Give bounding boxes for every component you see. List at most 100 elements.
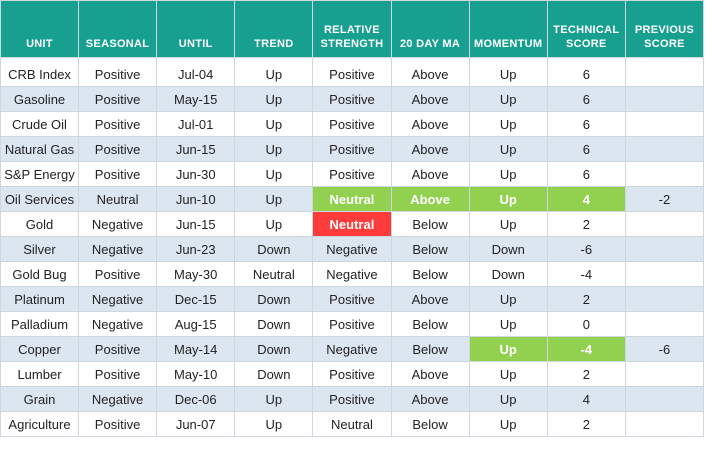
table-cell: Neutral: [312, 186, 392, 212]
table-cell: CRB Index: [0, 57, 79, 87]
table-cell: 4: [546, 386, 626, 412]
table-cell: Above: [390, 386, 470, 412]
table-cell: Up: [468, 57, 548, 87]
column-header: TREND: [234, 0, 314, 58]
table-cell: Negative: [312, 336, 392, 362]
table-cell: Aug-15: [156, 311, 236, 337]
table-cell: Up: [468, 411, 548, 437]
table-cell: Gold Bug: [0, 261, 79, 287]
table-cell: [624, 57, 705, 87]
table-cell: Positive: [312, 111, 392, 137]
table-cell: Up: [234, 186, 314, 212]
table-cell: Jul-01: [156, 111, 236, 137]
table-cell: S&P Energy: [0, 161, 79, 187]
table-cell: [624, 136, 705, 162]
table-cell: Up: [234, 136, 314, 162]
table-cell: Up: [234, 211, 314, 237]
table-cell: Up: [468, 136, 548, 162]
table-cell: Up: [468, 311, 548, 337]
table-cell: Up: [468, 286, 548, 312]
table-cell: Positive: [312, 311, 392, 337]
table-cell: [624, 111, 705, 137]
table-cell: Positive: [312, 86, 392, 112]
table-cell: Below: [390, 311, 470, 337]
table-cell: [624, 261, 705, 287]
table-cell: Up: [234, 386, 314, 412]
table-cell: -2: [624, 186, 705, 212]
table-cell: Negative: [77, 286, 158, 312]
table-cell: Neutral: [77, 186, 158, 212]
table-cell: Positive: [312, 161, 392, 187]
table-cell: Up: [234, 57, 314, 87]
table-cell: [624, 286, 705, 312]
header-row: UNIT SEASONAL UNTIL TREND RELATIVE STRENGTH 2…: [0, 0, 705, 58]
table-cell: Above: [390, 361, 470, 387]
table-cell: Positive: [77, 136, 158, 162]
table-row: Lumber Positive May-10 Down Positive Above Up 2: [0, 361, 705, 387]
table-cell: Above: [390, 111, 470, 137]
table-row: Platinum Negative Dec-15 Down Positive Above U…: [0, 286, 705, 312]
table-cell: -4: [546, 261, 626, 287]
column-header: UNIT: [0, 0, 79, 58]
table-cell: Down: [234, 236, 314, 262]
table-row: Crude Oil Positive Jul-01 Up Positive Above Up…: [0, 111, 705, 137]
column-header: SEASONAL: [77, 0, 158, 58]
table-cell: [624, 236, 705, 262]
table-cell: Positive: [77, 336, 158, 362]
table-row: Oil Services Neutral Jun-10 Up Neutral Above U…: [0, 186, 705, 212]
table-cell: -6: [624, 336, 705, 362]
table-cell: Above: [390, 286, 470, 312]
table-cell: Positive: [77, 57, 158, 87]
table-cell: 2: [546, 211, 626, 237]
table-cell: 0: [546, 311, 626, 337]
table-cell: Up: [468, 111, 548, 137]
column-header: TECHNICAL SCORE: [546, 0, 626, 58]
table-cell: Up: [468, 186, 548, 212]
table-cell: 6: [546, 111, 626, 137]
table-cell: [624, 411, 705, 437]
table-cell: Jun-15: [156, 211, 236, 237]
table-row: CRB Index Positive Jul-04 Up Positive Above Up…: [0, 57, 705, 87]
table-row: Palladium Negative Aug-15 Down Positive Below…: [0, 311, 705, 337]
table-cell: Gold: [0, 211, 79, 237]
table-cell: Palladium: [0, 311, 79, 337]
table-cell: Jun-07: [156, 411, 236, 437]
table-cell: Dec-15: [156, 286, 236, 312]
table-row: Copper Positive May-14 Down Negative Below Up -…: [0, 336, 705, 362]
table-cell: Neutral: [234, 261, 314, 287]
table-cell: Agriculture: [0, 411, 79, 437]
table-cell: [624, 161, 705, 187]
table-cell: Gasoline: [0, 86, 79, 112]
table-cell: Down: [234, 361, 314, 387]
table-cell: Grain: [0, 386, 79, 412]
table-cell: Jun-15: [156, 136, 236, 162]
table-cell: May-14: [156, 336, 236, 362]
table-row: S&P Energy Positive Jun-30 Up Positive Above U…: [0, 161, 705, 187]
table-cell: Dec-06: [156, 386, 236, 412]
table-cell: 2: [546, 411, 626, 437]
table-cell: Down: [468, 261, 548, 287]
table-cell: Positive: [312, 286, 392, 312]
table-cell: Down: [468, 236, 548, 262]
table-row: Silver Negative Jun-23 Down Negative Below Dow…: [0, 236, 705, 262]
table-cell: Negative: [77, 236, 158, 262]
table-cell: Crude Oil: [0, 111, 79, 137]
table-cell: Below: [390, 411, 470, 437]
table-cell: Jul-04: [156, 57, 236, 87]
table-cell: Negative: [312, 236, 392, 262]
table-cell: [624, 86, 705, 112]
table-cell: Up: [468, 386, 548, 412]
table-row: Grain Negative Dec-06 Up Positive Above Up 4: [0, 386, 705, 412]
table-cell: -4: [546, 336, 626, 362]
table-cell: 6: [546, 57, 626, 87]
column-header: UNTIL: [156, 0, 236, 58]
table-cell: Positive: [312, 136, 392, 162]
table-cell: Above: [390, 86, 470, 112]
table-cell: 6: [546, 161, 626, 187]
table-cell: Down: [234, 286, 314, 312]
table-body: CRB Index Positive Jul-04 Up Positive Above Up…: [0, 57, 705, 437]
signal-table: UNIT SEASONAL UNTIL TREND RELATIVE STRENGTH 2…: [0, 0, 705, 437]
table-row: Gasoline Positive May-15 Up Positive Above Up 6: [0, 86, 705, 112]
column-header: RELATIVE STRENGTH: [312, 0, 392, 58]
table-cell: May-15: [156, 86, 236, 112]
